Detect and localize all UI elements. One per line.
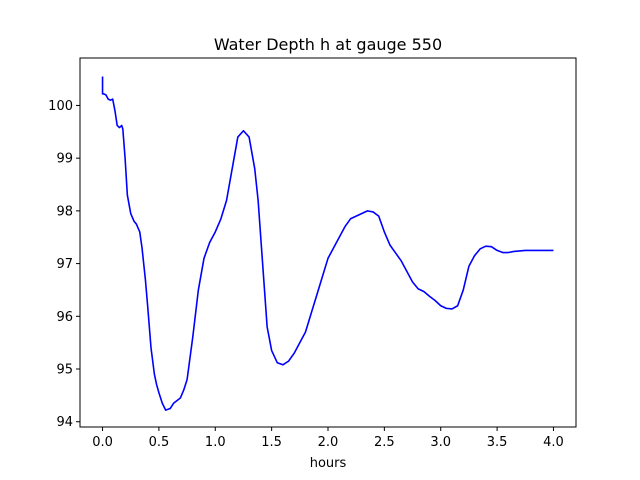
x-axis: 0.0 0.5 1.0 1.5 2.0 2.5 3.0 3.5 4.0 xyxy=(92,427,564,450)
y-tick-label: 99 xyxy=(56,152,73,167)
x-tick-label: 3.0 xyxy=(430,435,451,450)
y-axis: 94 95 96 97 98 99 100 xyxy=(48,99,80,430)
y-tick-label: 97 xyxy=(56,257,73,272)
y-tick-label: 96 xyxy=(56,310,73,325)
y-tick-label: 100 xyxy=(48,99,73,114)
series-line-0 xyxy=(101,76,554,411)
x-tick-label: 4.0 xyxy=(543,435,564,450)
y-tick-label: 98 xyxy=(56,204,73,219)
chart-title: Water Depth h at gauge 550 xyxy=(214,35,442,54)
plot-area xyxy=(101,76,554,411)
x-tick-label: 2.0 xyxy=(318,435,339,450)
y-tick-label: 95 xyxy=(56,363,73,378)
x-tick-label: 1.0 xyxy=(205,435,226,450)
x-tick-label: 0.5 xyxy=(149,435,170,450)
x-tick-label: 0.0 xyxy=(92,435,113,450)
x-tick-label: 1.5 xyxy=(261,435,282,450)
y-tick-label: 94 xyxy=(56,415,73,430)
x-tick-label: 2.5 xyxy=(374,435,395,450)
x-tick-label: 3.5 xyxy=(487,435,508,450)
x-axis-label: hours xyxy=(310,456,347,471)
